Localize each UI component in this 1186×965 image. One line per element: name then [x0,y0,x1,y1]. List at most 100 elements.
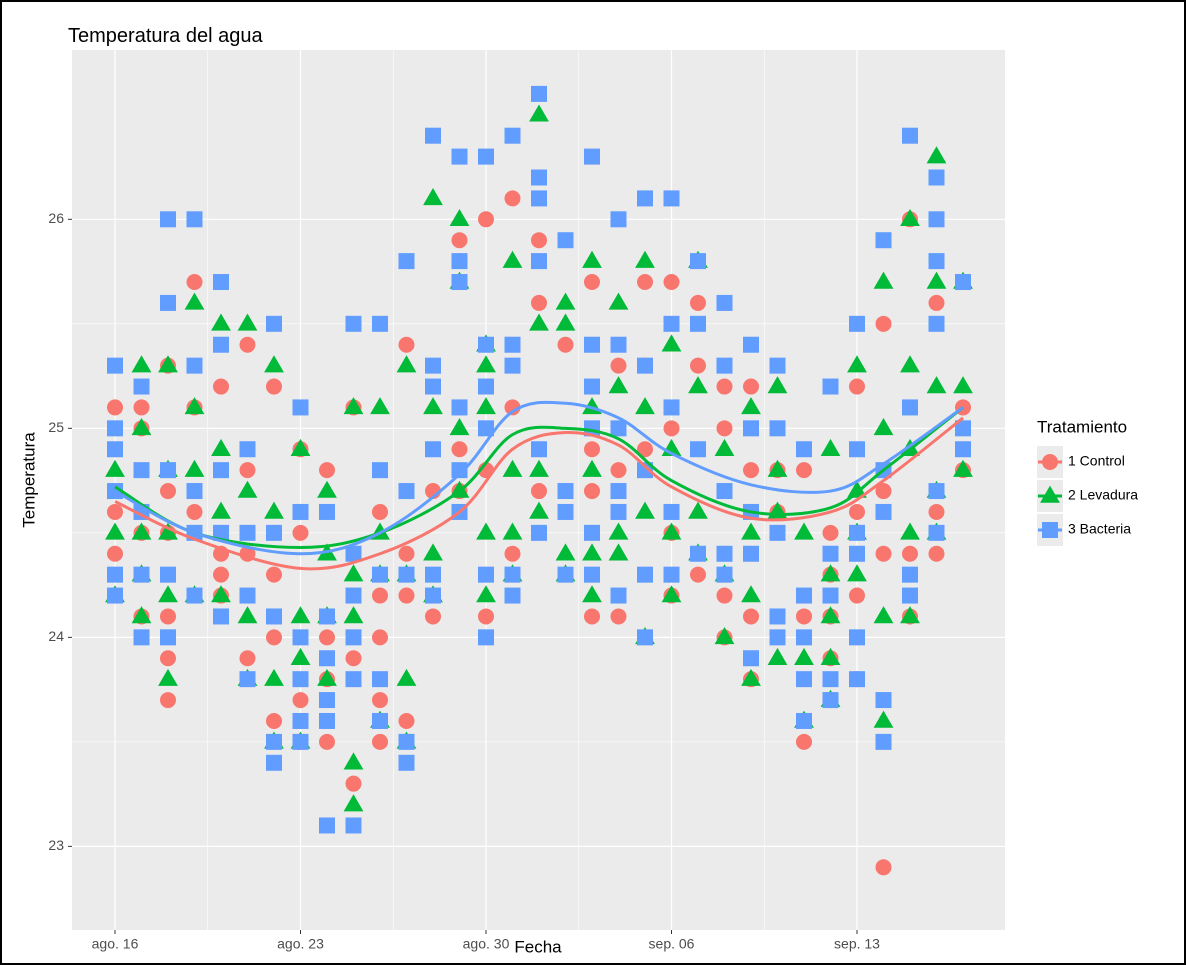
point [319,692,335,709]
point [292,692,309,709]
point [478,420,494,437]
point [184,292,205,310]
point [875,232,892,249]
point [796,712,812,729]
point [425,378,441,395]
point [213,336,229,353]
point [610,503,627,520]
point [131,606,152,624]
point [478,378,494,395]
legend-label: 3 Bacteria [1068,521,1131,537]
point [398,336,415,353]
chart-title: Temperatura del agua [68,25,263,47]
trend-line [114,416,964,571]
point [213,378,229,395]
point [584,274,600,291]
point [584,566,600,583]
point [398,253,415,270]
point [900,208,920,227]
point [928,253,945,270]
point [131,355,152,373]
point [372,671,388,688]
point [396,355,417,373]
point [794,647,814,666]
point [663,503,680,520]
point [529,459,549,477]
point [186,483,203,500]
point [476,355,496,373]
point [319,462,335,479]
point [661,522,682,540]
point [582,250,602,268]
point [105,522,125,540]
point [610,420,627,437]
point [637,190,653,207]
point [290,606,311,624]
point [690,294,706,311]
point [107,441,123,458]
point [317,668,337,686]
point [449,208,470,227]
point [531,441,547,458]
point [345,650,362,667]
point [661,585,682,603]
point [398,545,415,562]
point [663,274,680,291]
point [926,271,947,289]
point [875,545,892,562]
point [504,357,521,374]
point [343,752,364,770]
legend-label: 1 Control [1068,453,1125,469]
point [425,566,441,583]
point [608,543,629,561]
point [610,462,627,479]
point [211,438,231,456]
point [451,399,468,416]
point [796,671,812,688]
x-tick-label: ago. 16 [92,936,139,952]
point [423,543,443,561]
point [873,271,894,289]
axes: 23 24 25 26 ago. 16 ago. 23 ago. 30 sep. 06 sep.… [48,210,880,952]
point [820,438,841,456]
point [504,587,521,604]
point [345,315,362,332]
point [610,483,627,500]
point [502,459,523,477]
point [160,211,176,228]
point [504,399,521,416]
point [635,397,655,415]
point [584,336,600,353]
point [292,524,309,541]
point [266,754,282,771]
point [690,441,706,458]
point [796,608,812,625]
point [822,671,839,688]
point [582,459,602,477]
point [557,232,574,249]
point [239,650,256,667]
point [398,733,415,750]
point [237,313,258,331]
point [158,522,178,540]
point [902,545,918,562]
point [476,522,496,540]
point [690,315,706,332]
point [769,629,786,646]
point [529,313,549,331]
point [716,420,733,437]
legend-key [1040,485,1060,503]
trend-line [114,406,964,549]
point [637,462,653,479]
point [317,480,337,498]
point [531,294,547,311]
point [849,378,865,395]
point [343,397,364,415]
point [239,587,256,604]
point [637,274,653,291]
point [478,211,494,228]
point [451,232,468,249]
point [133,566,150,583]
point [160,608,176,625]
point [239,441,256,458]
